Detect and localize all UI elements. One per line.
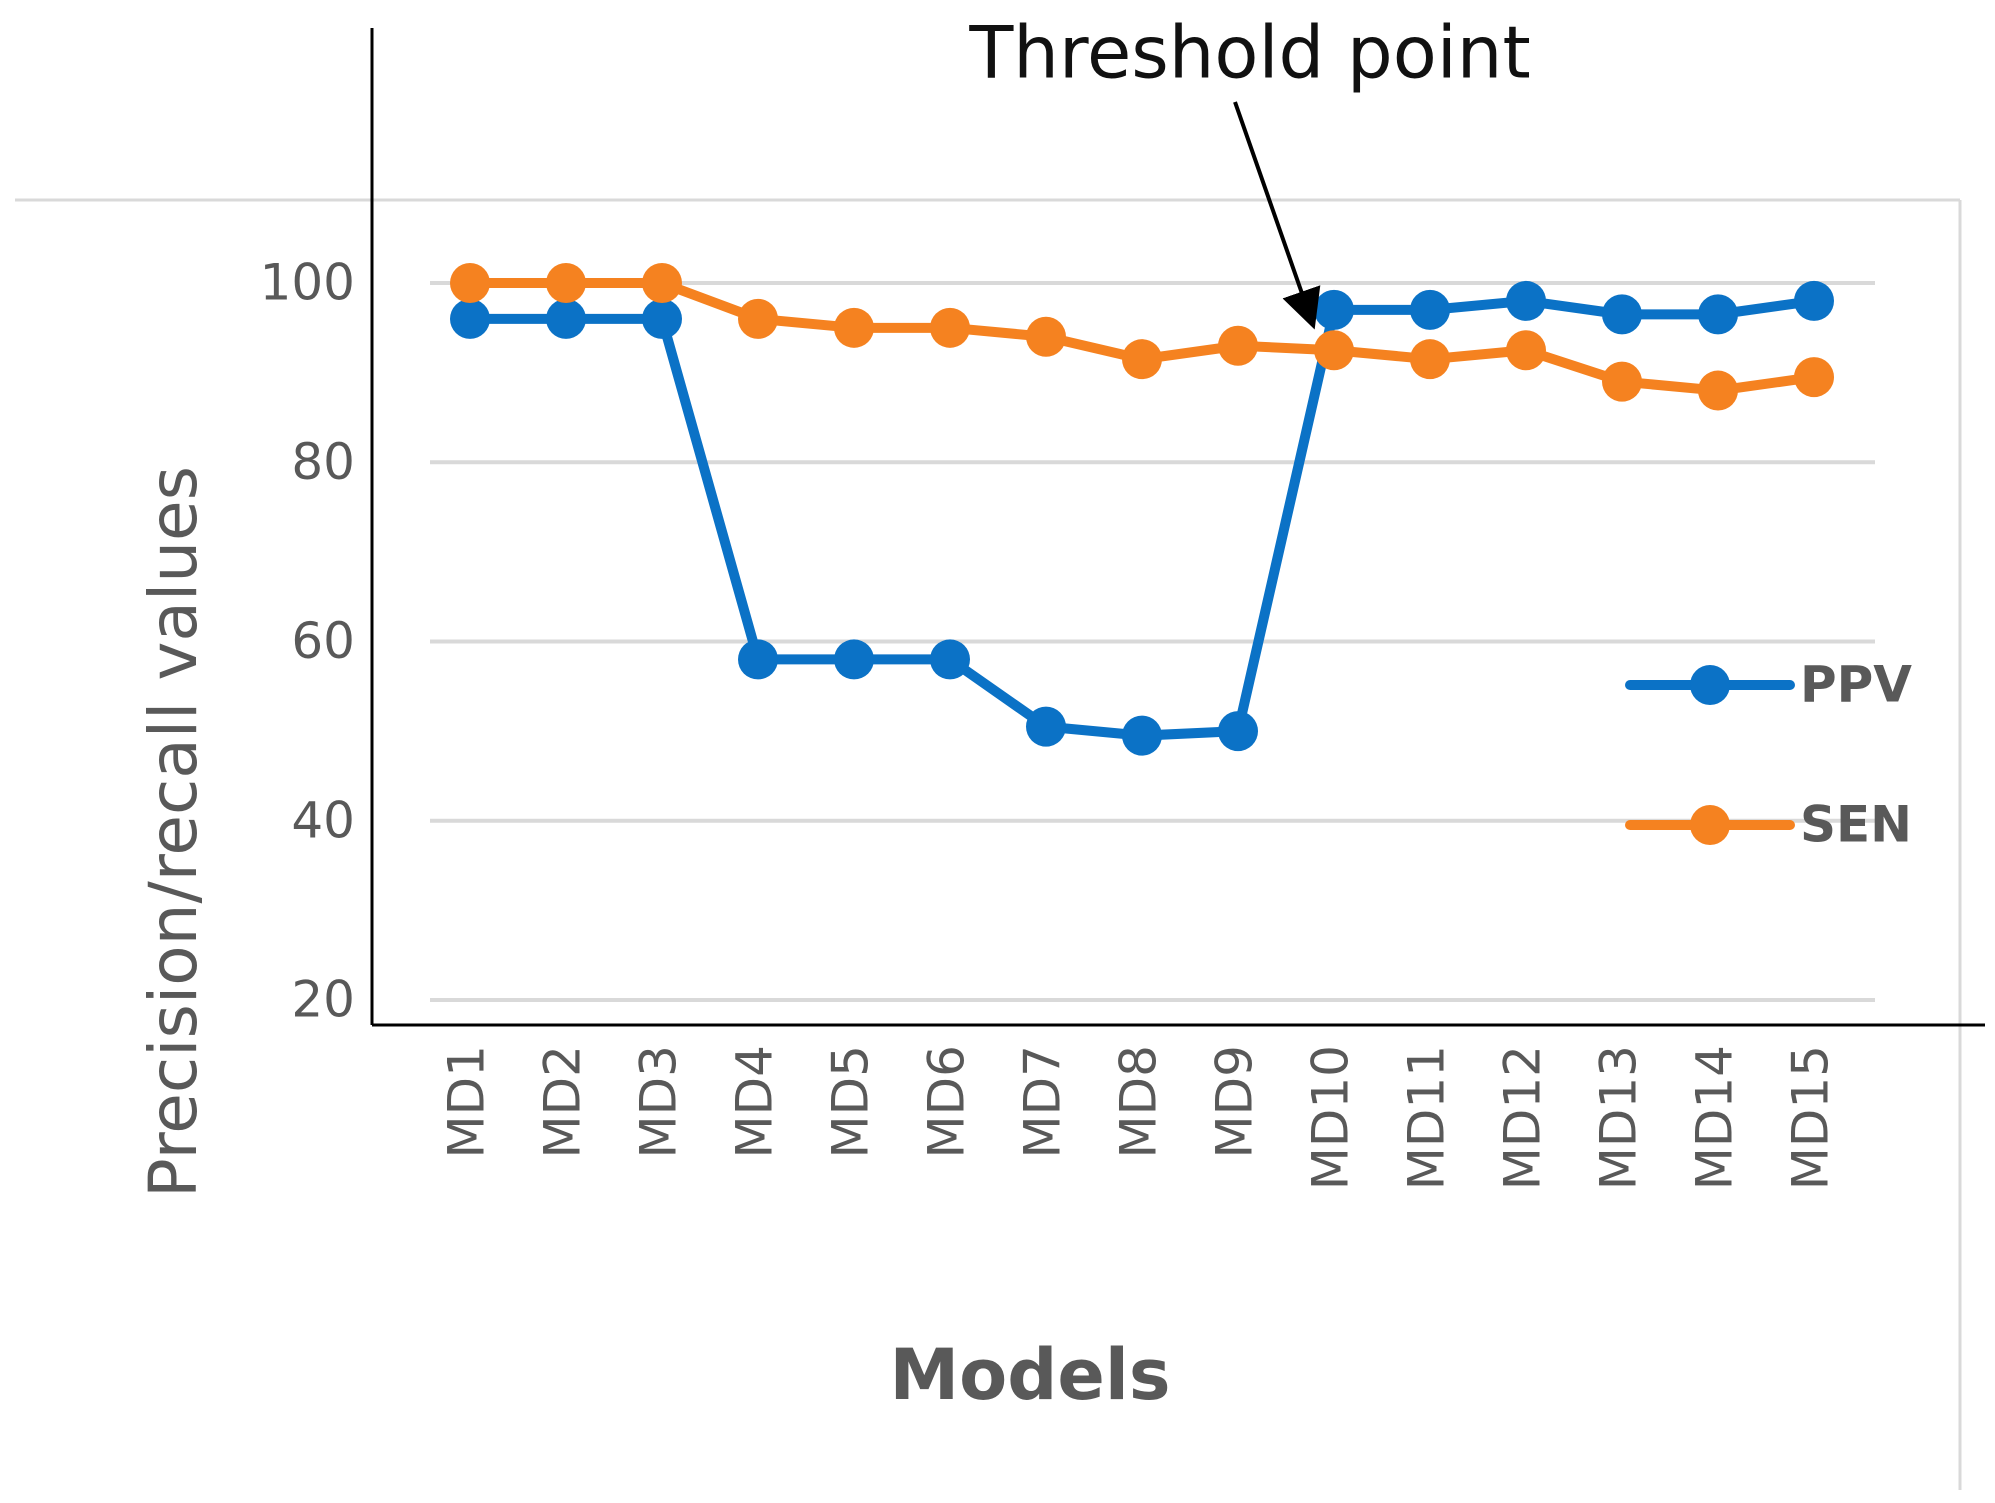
legend-sen-marker [1690,805,1730,845]
legend-sen-label: SEN [1800,796,1912,854]
y-axis-title: Precision/recall values [135,466,212,1198]
data-point-ppv [1026,706,1066,747]
y-tick-label: 40 [291,791,355,849]
data-point-ppv [642,298,682,339]
data-point-sen [450,263,490,303]
x-tick-label: MD11 [1398,1045,1456,1190]
data-point-sen [834,307,874,348]
data-point-sen [1122,339,1162,380]
legend: PPV SEN [1625,656,1912,854]
data-point-ppv [1122,715,1162,756]
y-tick-label: 60 [291,612,355,670]
y-tick-label: 80 [291,433,355,491]
legend-ppv-label: PPV [1800,656,1912,714]
x-tick-labels: MD1 MD2 MD3 MD4 MD5 MD6 MD7 MD8 MD9 MD10 MD11 MD12 M… [438,1045,1840,1190]
data-point-sen [1410,339,1450,380]
x-tick-label: MD8 [1110,1045,1168,1158]
data-point-sen [1506,330,1546,371]
data-point-ppv [930,639,970,680]
data-point-sen [546,263,586,303]
data-point-sen [1698,370,1738,411]
data-point-ppv [1794,280,1834,321]
x-tick-label: MD15 [1782,1045,1840,1190]
x-axis-title: Models [890,1334,1171,1416]
x-tick-label: MD9 [1206,1045,1264,1158]
data-point-sen [1794,357,1834,398]
x-tick-label: MD2 [534,1045,592,1158]
data-point-ppv [1602,294,1642,335]
gridlines [430,281,1875,1002]
data-point-sen [1218,325,1258,366]
data-point-ppv [834,639,874,680]
x-tick-label: MD3 [630,1045,688,1158]
x-tick-label: MD6 [918,1045,976,1158]
threshold-arrow [1233,101,1321,330]
x-tick-label: MD12 [1494,1045,1552,1190]
y-tick-labels: 20 40 60 80 100 [260,254,355,1029]
data-point-ppv [450,298,490,339]
data-point-sen [738,298,778,339]
data-point-sen [1602,361,1642,402]
y-tick-label: 100 [260,254,355,312]
data-point-ppv [1698,294,1738,335]
x-tick-label: MD5 [822,1045,880,1158]
data-point-ppv [1218,711,1258,752]
y-tick-label: 20 [291,971,355,1029]
x-tick-label: MD1 [438,1045,496,1158]
legend-ppv-marker [1690,665,1730,705]
data-point-sen [1026,316,1066,357]
x-tick-label: MD4 [726,1045,784,1158]
data-point-ppv [546,298,586,339]
data-point-ppv [1410,289,1450,330]
x-tick-label: MD7 [1014,1045,1072,1158]
data-point-sen [1314,330,1354,371]
x-tick-label: MD14 [1686,1045,1744,1190]
series-layer [450,263,1834,756]
data-point-sen [930,307,970,348]
threshold-annotation: Threshold point [968,11,1530,95]
data-point-ppv [738,639,778,680]
data-point-ppv [1314,289,1354,330]
x-tick-label: MD13 [1590,1045,1648,1190]
x-tick-label: MD10 [1302,1045,1360,1190]
data-point-sen [642,263,682,303]
data-point-ppv [1506,280,1546,321]
